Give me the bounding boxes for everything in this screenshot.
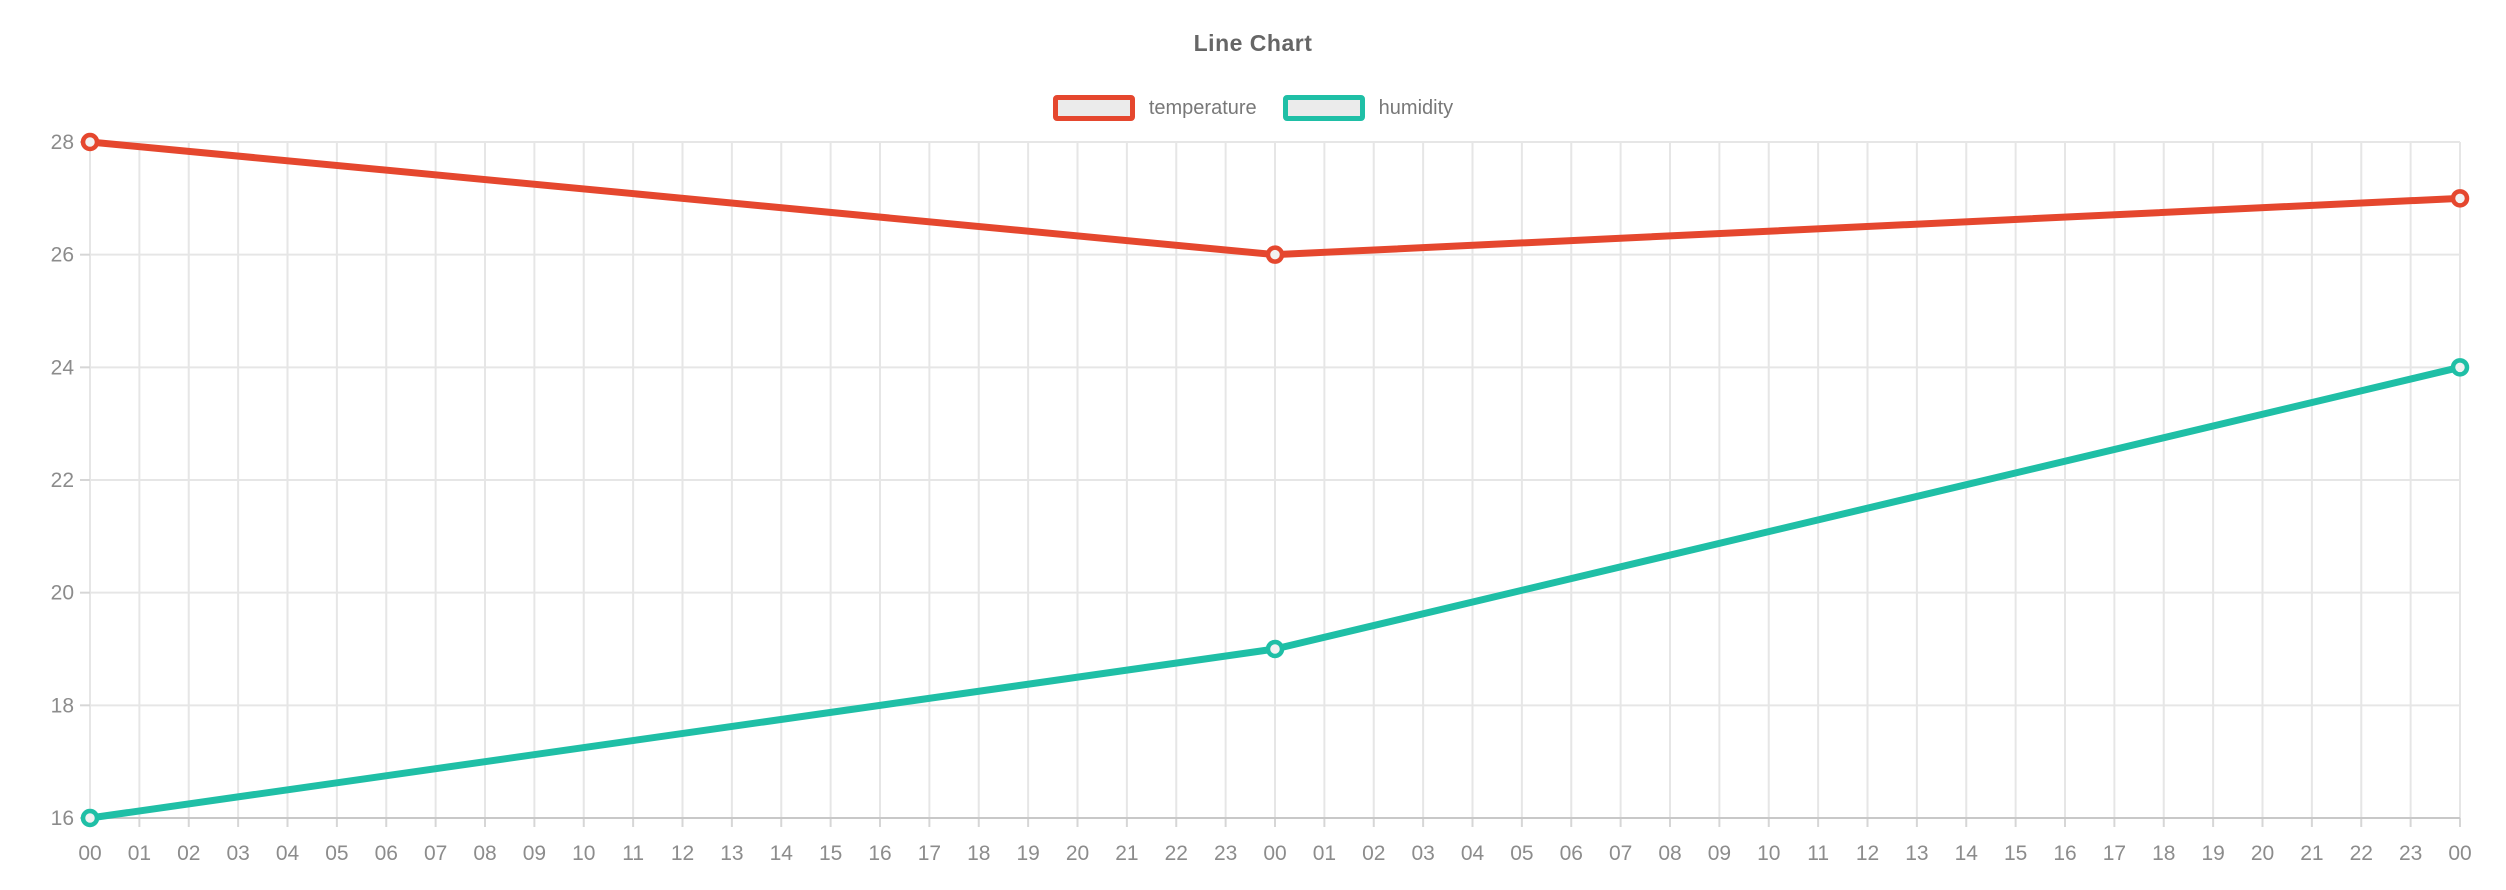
x-axis-label: 04 [1461,842,1485,865]
legend-swatch-icon [1052,95,1135,121]
x-axis-label: 11 [622,842,644,865]
x-axis-label: 16 [2053,842,2076,865]
legend-label: temperature [1148,96,1257,119]
x-axis-label: 00 [2448,842,2471,865]
x-axis-label: 06 [1560,842,1583,865]
legend-item-humidity[interactable]: humidity [1282,95,1454,121]
x-axis-label: 02 [177,842,200,865]
y-axis-label: 28 [51,131,74,154]
data-point-temperature[interactable] [2450,189,2470,208]
x-axis-label: 08 [473,842,496,865]
x-axis-label: 04 [276,842,300,865]
x-axis-label: 12 [671,842,694,865]
x-axis-label: 21 [2300,842,2323,865]
data-point-humidity[interactable] [80,808,100,828]
x-axis-label: 00 [1263,842,1286,865]
x-axis-label: 05 [325,842,348,865]
data-point-temperature[interactable] [80,132,100,152]
x-axis-label: 01 [1313,842,1336,865]
legend-label: humidity [1378,96,1454,119]
x-axis-label: 19 [1016,842,1039,865]
x-axis-label: 13 [720,842,743,865]
x-axis-label: 08 [1658,842,1681,865]
x-axis-label: 17 [2103,842,2126,865]
x-axis-label: 20 [1066,842,1089,865]
x-axis-label: 15 [819,842,842,865]
y-axis-label: 18 [51,694,74,717]
legend-item-temperature[interactable]: temperature [1052,95,1257,121]
x-axis-label: 18 [2152,842,2175,865]
x-axis-label: 22 [2350,842,2373,865]
x-axis-label: 13 [1905,842,1928,865]
x-axis-label: 18 [967,842,990,865]
y-axis-label: 20 [51,582,74,605]
x-axis-label: 03 [1411,842,1434,865]
x-axis-label: 10 [572,842,595,865]
y-axis-label: 22 [51,469,74,492]
x-axis-label: 23 [1214,842,1237,865]
x-axis-label: 23 [2399,842,2422,865]
x-axis-label: 19 [2201,842,2224,865]
x-axis-label: 22 [1165,842,1188,865]
x-axis-label: 14 [1955,842,1979,865]
x-axis-label: 06 [375,842,398,865]
data-point-temperature[interactable] [1265,245,1285,264]
x-axis-label: 21 [1115,842,1138,865]
legend-swatch-icon [1282,95,1365,121]
x-axis-label: 09 [523,842,546,865]
x-axis-label: 02 [1362,842,1385,865]
x-axis-label: 09 [1708,842,1731,865]
x-axis-label: 05 [1510,842,1533,865]
x-axis-label: 15 [2004,842,2027,865]
y-axis-label: 24 [51,356,75,379]
chart-legend: temperature humidity [0,95,2506,121]
x-axis-label: 17 [918,842,941,865]
x-axis-label: 01 [128,842,151,865]
x-axis-label: 20 [2251,842,2274,865]
x-axis-label: 12 [1856,842,1879,865]
chart-title: Line Chart [1193,30,1313,56]
x-axis-label: 07 [1609,842,1632,865]
x-axis-label: 16 [868,842,891,865]
y-axis-label: 26 [51,244,74,267]
x-axis-label: 07 [424,842,447,865]
x-axis-label: 00 [78,842,101,865]
x-axis-label: 10 [1757,842,1780,865]
data-point-humidity[interactable] [1265,639,1285,659]
x-axis-label: 14 [770,842,794,865]
data-point-humidity[interactable] [2450,358,2470,377]
x-axis-label: 03 [226,842,249,865]
x-axis-label: 11 [1807,842,1829,865]
y-axis-label: 16 [51,807,74,830]
